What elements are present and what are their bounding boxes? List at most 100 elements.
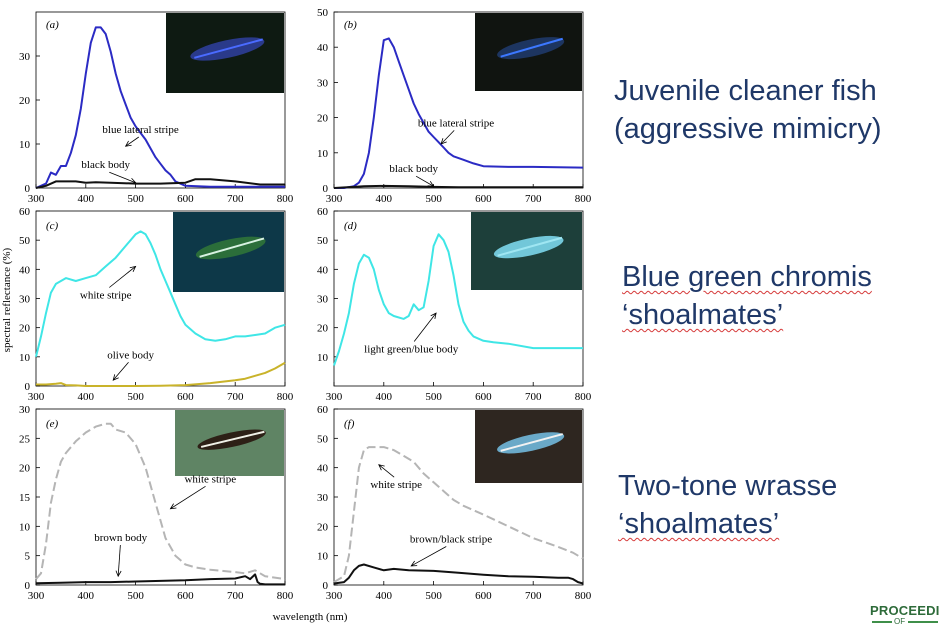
fish-stripe-b [500, 37, 564, 58]
annotation-arrowhead-a-1 [129, 178, 137, 184]
annotation-arrow-c-0 [109, 266, 136, 288]
annotation-arrow-b-0 [440, 130, 455, 145]
annotation-label-e-1: brown body [94, 532, 147, 544]
annotation-label-a-0: blue lateral stripe [102, 124, 178, 136]
logo-rule-left [872, 621, 892, 623]
panel-b: 0 10 20 30 40 50 300 400 500 600 700 800 blue latera… [317, 7, 592, 205]
annotation-arrow-c-1 [112, 362, 129, 381]
x-tick-label-f: 300 [326, 590, 343, 602]
x-tick-label-c: 700 [227, 391, 244, 403]
y-tick-label-b: 40 [317, 42, 329, 54]
x-tick-label-d: 700 [525, 391, 542, 403]
y-tick-label-d: 20 [317, 323, 329, 335]
annotation-arrow-f-1 [410, 546, 447, 567]
y-tick-label-f: 0 [323, 580, 329, 592]
y-tick-label-f: 10 [317, 551, 329, 563]
annotation-arrowhead-c-0 [129, 265, 137, 273]
y-tick-label-b: 30 [317, 77, 329, 89]
series-line-a-1 [35, 178, 285, 189]
y-tick-label-d: 40 [317, 264, 329, 276]
annotation-arrow-d-0 [413, 312, 437, 342]
annotation-arrowhead-a-0 [124, 140, 132, 147]
x-tick-label-d: 300 [326, 391, 343, 403]
annotation-arrowhead-e-1 [115, 570, 122, 578]
annotation-arrow-e-0 [170, 485, 206, 510]
series-line-a-0 [35, 26, 285, 189]
x-tick-label-b: 300 [326, 193, 343, 205]
x-tick-label-f: 600 [475, 590, 492, 602]
y-tick-label-c: 30 [19, 294, 31, 306]
x-tick-label-b: 400 [376, 193, 393, 205]
x-tick-label-c: 500 [127, 391, 144, 403]
annotation-arrowhead-d-0 [430, 312, 437, 320]
x-tick-label-e: 400 [78, 590, 95, 602]
panel-label-b: (b) [344, 19, 357, 31]
logo-text: PROCEEDIN [870, 603, 940, 618]
x-tick-label-a: 700 [227, 193, 244, 205]
y-tick-label-d: 30 [317, 294, 329, 306]
y-tick-label-f: 50 [317, 433, 329, 445]
annotation-arrowhead-b-0 [440, 138, 447, 145]
caption-cleaner-fish-title: Juvenile cleaner fish [614, 75, 877, 107]
panel-label-d: (d) [344, 220, 357, 232]
x-tick-label-c: 800 [277, 391, 294, 403]
x-tick-label-d: 400 [376, 391, 393, 403]
y-tick-label-e: 5 [25, 551, 31, 563]
x-tick-label-c: 600 [177, 391, 194, 403]
y-tick-label-c: 20 [19, 323, 31, 335]
x-tick-label-d: 800 [575, 391, 592, 403]
annotation-arrowhead-f-0 [378, 464, 385, 471]
y-tick-label-f: 20 [317, 521, 329, 533]
x-tick-label-b: 600 [475, 193, 492, 205]
annotation-arrow-f-0 [378, 464, 395, 478]
y-tick-label-c: 10 [19, 352, 31, 364]
panel-label-e: (e) [46, 418, 59, 430]
x-tick-label-b: 800 [575, 193, 592, 205]
x-tick-label-e: 800 [277, 590, 294, 602]
logo-subtext: OF [894, 617, 906, 626]
x-tick-label-d: 600 [475, 391, 492, 403]
fish-stripe-d [497, 236, 563, 257]
x-tick-label-d: 500 [425, 391, 442, 403]
y-tick-label-f: 30 [317, 492, 329, 504]
annotation-label-b-0: blue lateral stripe [418, 117, 494, 129]
y-tick-label-d: 60 [317, 206, 329, 218]
y-tick-label-e: 20 [19, 463, 31, 475]
y-tick-label-a: 20 [19, 95, 31, 107]
caption-chromis-title: Blue green chromis [622, 261, 872, 293]
fish-stripe-f [500, 433, 564, 452]
y-tick-label-f: 60 [317, 404, 329, 416]
y-tick-label-e: 10 [19, 521, 31, 533]
panel-a: 0 10 20 30 300 400 500 600 700 800 blue lateral st… [19, 11, 294, 205]
y-tick-label-a: 0 [25, 183, 31, 195]
annotation-arrowhead-f-1 [410, 560, 418, 567]
x-tick-label-a: 800 [277, 193, 294, 205]
y-tick-label-c: 0 [25, 381, 31, 393]
annotation-label-d-0: light green/blue body [364, 343, 459, 355]
x-tick-label-c: 300 [28, 391, 45, 403]
annotation-arrowhead-e-0 [169, 503, 177, 510]
y-tick-label-a: 10 [19, 139, 31, 151]
x-tick-label-a: 500 [127, 193, 144, 205]
panel-d: 10 20 30 40 50 60 300 400 500 600 700 800 light gree… [317, 206, 592, 403]
panel-f: 0 10 20 30 40 50 60 300 400 500 600 700 800 white str… [317, 404, 592, 602]
annotation-label-f-1: brown/black stripe [410, 533, 492, 545]
y-tick-label-c: 40 [19, 264, 31, 276]
x-tick-label-e: 700 [227, 590, 244, 602]
annotation-label-e-0: white stripe [184, 473, 236, 485]
annotation-arrowhead-c-1 [112, 374, 119, 381]
y-tick-label-b: 10 [317, 148, 329, 160]
panel-label-a: (a) [46, 19, 59, 31]
caption-wrasse-subtitle: ‘shoalmates’ [618, 508, 780, 540]
x-tick-label-e: 500 [127, 590, 144, 602]
caption-wrasse: Two-tone wrasse ‘shoalmates’ [618, 467, 837, 543]
y-axis-label: spectral reflectance (%) [1, 247, 13, 352]
x-tick-label-f: 400 [376, 590, 393, 602]
series-line-b-1 [333, 184, 583, 189]
annotation-arrow-e-1 [117, 544, 121, 577]
y-tick-label-a: 30 [19, 51, 31, 63]
y-tick-label-b: 20 [317, 113, 329, 125]
x-tick-label-f: 500 [425, 590, 442, 602]
annotation-arrow-b-1 [415, 175, 434, 187]
